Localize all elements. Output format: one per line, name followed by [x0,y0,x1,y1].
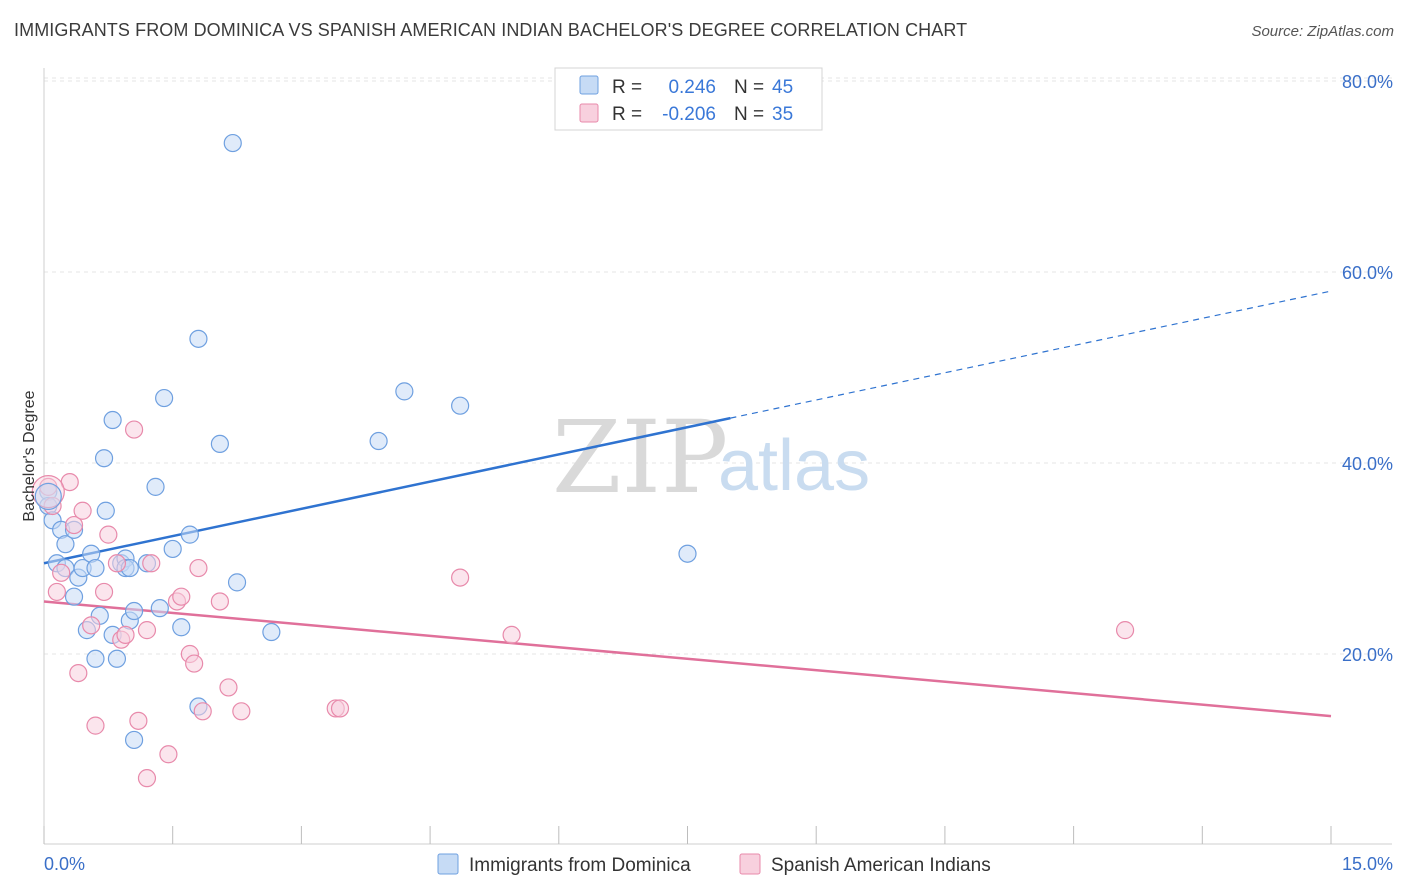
data-point-blue [172,618,191,637]
data-point-blue [163,539,182,559]
chart-source: Source: ZipAtlas.com [1251,23,1394,40]
watermark: ZIP atlas [552,399,870,516]
watermark-zip: ZIP [552,399,728,516]
data-point-blue [155,388,174,408]
data-point-pink [99,525,118,544]
legend-r-label: R = [612,104,642,125]
data-point-pink [451,568,470,587]
data-point-blue [103,410,122,430]
data-point-pink [116,625,135,645]
ticks-layer: 20.0% 40.0% 60.0% 80.0% 0.0% 15.0% [43,72,1393,874]
bottom-legend-swatch-pink [739,853,761,875]
data-point-blue [64,587,84,606]
data-point-pink [210,592,229,611]
legend-r-value: 0.246 [668,77,716,98]
legend-swatch-blue [579,75,599,95]
data-point-pink [1115,621,1135,640]
trend-line-pink [43,600,1332,718]
data-point-pink [137,621,157,640]
points-layer [31,133,1135,788]
data-point-blue [210,434,229,453]
data-point-blue [180,525,199,544]
bottom-legend-swatch-blue [437,853,459,875]
data-point-blue [86,649,105,668]
data-point-blue [223,133,242,153]
bottom-legend-label: Spanish American Indians [771,855,991,876]
y-tick-label: 80.0% [1342,72,1393,92]
data-point-pink [193,702,212,721]
data-point-blue [124,730,144,750]
data-point-blue [262,622,281,642]
trend-line-blue-dashed [730,290,1332,419]
data-point-blue [189,329,208,348]
data-point-pink [137,769,157,788]
data-point-pink [129,711,148,730]
legend-n-value: 35 [772,104,793,125]
legend-n-value: 45 [772,77,793,98]
data-point-pink [185,654,204,673]
data-point-pink [86,716,105,735]
trend-layer [43,290,1332,718]
bottom-legend-label: Immigrants from Dominica [469,855,691,876]
trend-line-blue [43,416,731,565]
data-point-blue [150,599,169,618]
data-point-pink [73,501,92,520]
data-point-pink [219,678,238,697]
data-point-blue [124,601,144,621]
grid-layer [44,77,1392,655]
y-tick-label: 40.0% [1342,454,1393,474]
data-point-pink [107,554,127,573]
data-point-blue [678,544,697,563]
data-point-blue [96,501,115,520]
legend-n-label: N = [734,77,764,98]
data-point-pink [52,563,71,582]
data-point-pink [159,745,178,764]
data-point-pink [189,558,208,578]
data-point-pink [232,702,251,721]
data-point-pink [330,699,350,718]
data-point-pink [69,663,88,683]
data-point-blue [451,396,470,415]
legend-box [554,67,823,131]
data-point-pink [124,420,144,439]
data-point-cluster [31,475,65,509]
data-point-blue [86,558,105,578]
data-point-blue [107,649,127,668]
legend: R = 0.246 N = 45 R = -0.206 N = 35 [554,67,823,131]
data-point-blue [227,573,247,592]
data-point-blue [146,477,165,496]
y-axis-label: Bachelor's Degree [21,390,38,521]
legend-n-label: N = [734,104,764,125]
data-point-pink [47,582,66,602]
data-point-pink [43,496,62,516]
data-point-pink [502,625,521,645]
data-point-blue [395,382,414,401]
y-tick-label: 60.0% [1342,263,1393,283]
data-point-pink [64,515,84,535]
data-point-pink [142,554,161,573]
series-legend: Immigrants from Dominica Spanish America… [437,853,991,876]
watermark-atlas: atlas [718,426,870,506]
data-point-blue [56,535,75,554]
legend-r-label: R = [612,77,642,98]
chart-title: IMMIGRANTS FROM DOMINICA VS SPANISH AMER… [14,20,968,40]
data-point-blue [94,449,114,468]
legend-swatch-pink [579,103,599,123]
data-point-cluster [34,482,62,511]
x-tick-label: 15.0% [1342,854,1393,874]
axes-layer [43,68,1392,845]
data-point-pink [82,616,101,635]
data-point-pink [172,587,191,606]
data-point-blue [369,431,388,451]
data-point-pink [94,582,114,602]
legend-r-value: -0.206 [662,104,716,125]
y-tick-label: 20.0% [1342,645,1393,665]
x-tick-label: 0.0% [44,854,85,874]
